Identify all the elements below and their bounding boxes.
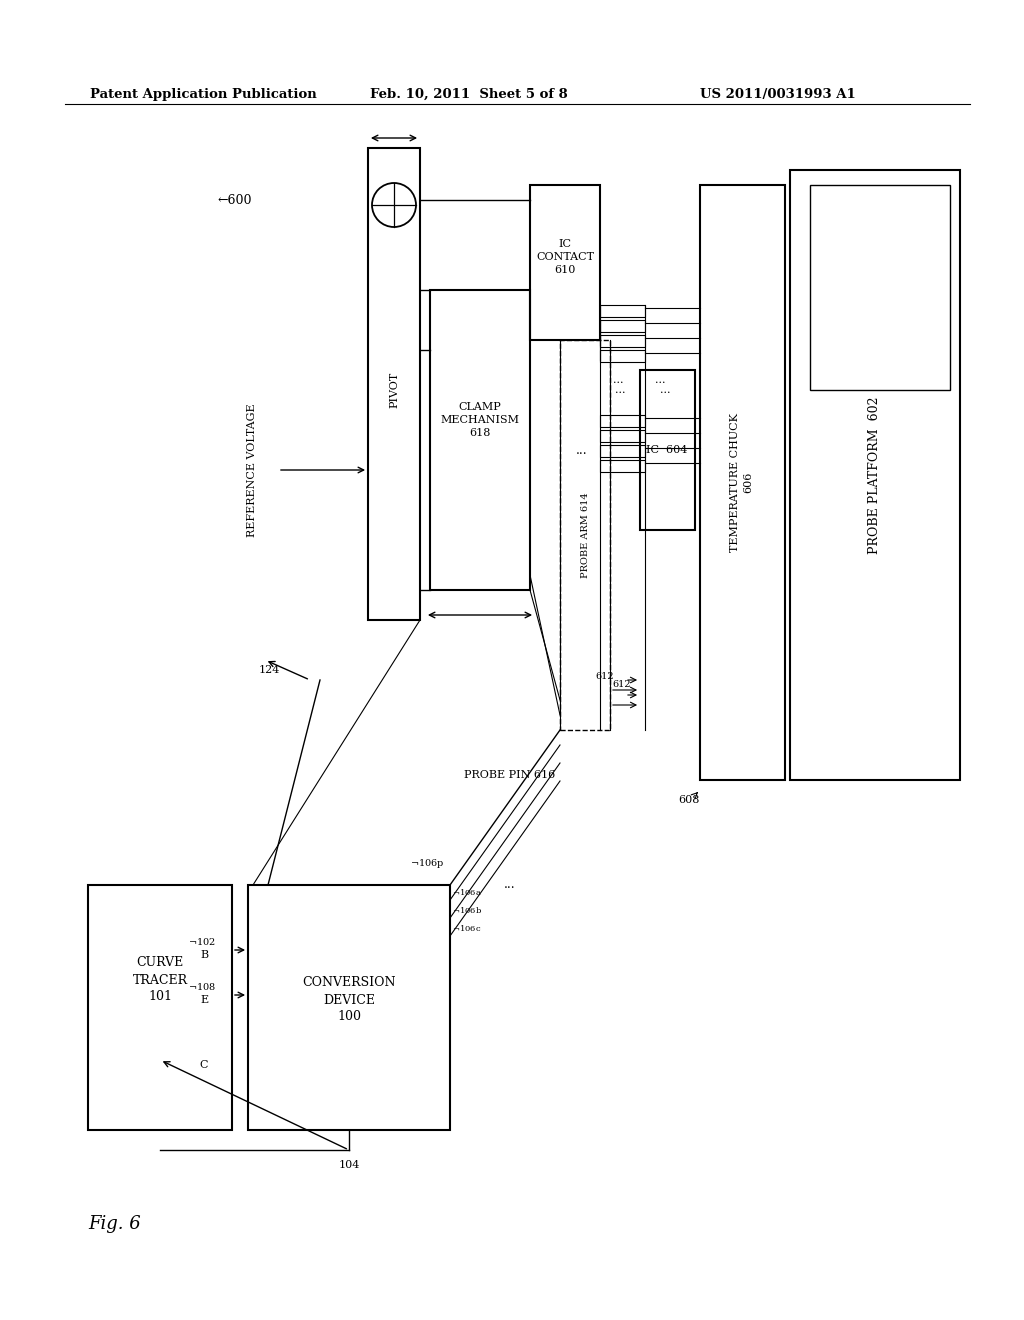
Text: Patent Application Publication: Patent Application Publication: [90, 88, 316, 102]
Text: 104: 104: [339, 1160, 360, 1170]
Bar: [600, 445, 645, 457]
Text: ...: ...: [659, 385, 671, 395]
Text: $\mathregular{\neg}$106p: $\mathregular{\neg}$106p: [411, 857, 445, 870]
Bar: [600, 459, 645, 473]
Bar: [600, 305, 645, 317]
Text: E: E: [200, 995, 208, 1005]
Text: PROBE PLATFORM  602: PROBE PLATFORM 602: [868, 396, 882, 554]
Bar: [600, 414, 645, 426]
Text: C: C: [200, 1060, 208, 1071]
Bar: [430, 290, 530, 590]
Bar: [810, 185, 950, 389]
Text: 612: 612: [612, 680, 631, 689]
Text: B: B: [200, 950, 208, 960]
Text: $\mathregular{\neg}$102: $\mathregular{\neg}$102: [188, 936, 216, 946]
Text: $\mathregular{\neg}$106a: $\mathregular{\neg}$106a: [452, 887, 481, 898]
Text: ...: ...: [614, 385, 626, 395]
Text: TEMPERATURE CHUCK
606: TEMPERATURE CHUCK 606: [730, 412, 754, 552]
Bar: [530, 185, 600, 341]
Bar: [600, 335, 645, 347]
Text: $\mathregular{\neg}$106c: $\mathregular{\neg}$106c: [452, 923, 481, 933]
Text: ...: ...: [504, 879, 516, 891]
Bar: [88, 884, 232, 1130]
Bar: [368, 148, 420, 620]
Text: 124: 124: [259, 665, 280, 675]
Text: CLAMP
MECHANISM
618: CLAMP MECHANISM 618: [440, 401, 519, 438]
Bar: [248, 884, 450, 1130]
Text: ...: ...: [612, 375, 624, 385]
Text: ...: ...: [577, 444, 588, 457]
Text: 608: 608: [679, 795, 700, 805]
Text: Fig. 6: Fig. 6: [88, 1214, 140, 1233]
Text: $\mathregular{\neg}$108: $\mathregular{\neg}$108: [188, 981, 216, 993]
Text: PROBE ARM 614: PROBE ARM 614: [581, 492, 590, 578]
Text: PIVOT: PIVOT: [389, 372, 399, 408]
Bar: [700, 185, 785, 780]
Bar: [560, 341, 610, 730]
Text: ←600: ←600: [218, 194, 253, 206]
Text: CURVE
TRACER
101: CURVE TRACER 101: [132, 957, 187, 1003]
Bar: [600, 350, 645, 362]
Text: CONVERSION
DEVICE
100: CONVERSION DEVICE 100: [302, 977, 395, 1023]
Text: PROBE PIN 616: PROBE PIN 616: [464, 770, 555, 780]
Bar: [640, 370, 695, 531]
Text: $\mathregular{\neg}$106b: $\mathregular{\neg}$106b: [452, 906, 482, 915]
Text: 612: 612: [596, 672, 614, 681]
Text: Feb. 10, 2011  Sheet 5 of 8: Feb. 10, 2011 Sheet 5 of 8: [370, 88, 567, 102]
Bar: [600, 430, 645, 442]
Text: IC
CONTACT
610: IC CONTACT 610: [536, 239, 594, 275]
Bar: [600, 319, 645, 333]
Text: REFERENCE VOLTAGE: REFERENCE VOLTAGE: [247, 403, 257, 537]
Text: US 2011/0031993 A1: US 2011/0031993 A1: [700, 88, 856, 102]
Text: IC  604: IC 604: [646, 445, 688, 455]
Bar: [790, 170, 961, 780]
Text: ...: ...: [654, 375, 666, 385]
